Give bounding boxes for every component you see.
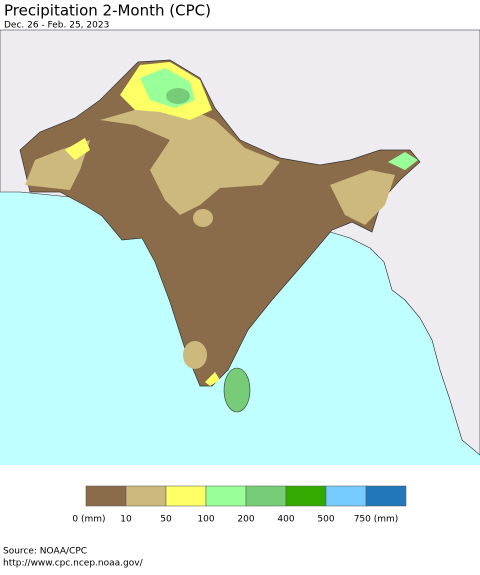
legend-swatch <box>325 485 367 507</box>
legend-swatch <box>365 485 407 507</box>
legend-label: 200 <box>237 515 254 525</box>
tan-patch <box>193 209 213 227</box>
south-asia-land <box>19 59 421 387</box>
legend-swatch <box>85 485 127 507</box>
map <box>0 29 480 465</box>
sri-lanka <box>223 367 251 413</box>
legend-label: 50 <box>160 515 172 525</box>
tan-region-north <box>100 100 280 215</box>
legend-label: 100 <box>197 515 214 525</box>
subtitle: Dec. 26 - Feb. 25, 2023 <box>4 21 109 31</box>
yellow-region-west <box>65 138 90 160</box>
legend-label: 0 (mm) <box>72 515 105 525</box>
legend-swatch <box>125 485 167 507</box>
source-url: http://www.cpc.ncep.noaa.gov/ <box>3 559 144 569</box>
title: Precipitation 2-Month (CPC) <box>4 2 211 20</box>
yellow-patch <box>205 372 220 386</box>
legend-swatch <box>245 485 287 507</box>
legend-label: 500 <box>317 515 334 525</box>
legend-label: 10 <box>120 515 132 525</box>
legend: 0 (mm) 10 50 100 200 400 500 750 (mm) <box>72 485 407 525</box>
legend-swatch <box>285 485 327 507</box>
green-patch <box>166 88 190 104</box>
green-region-east <box>388 152 418 170</box>
legend-label: 400 <box>277 515 294 525</box>
tan-patch <box>183 341 207 369</box>
tan-region-east <box>330 170 395 225</box>
legend-label: 750 (mm) <box>354 515 399 525</box>
source: Source: NOAA/CPC <box>3 547 87 557</box>
legend-swatch <box>205 485 247 507</box>
legend-swatch <box>165 485 207 507</box>
